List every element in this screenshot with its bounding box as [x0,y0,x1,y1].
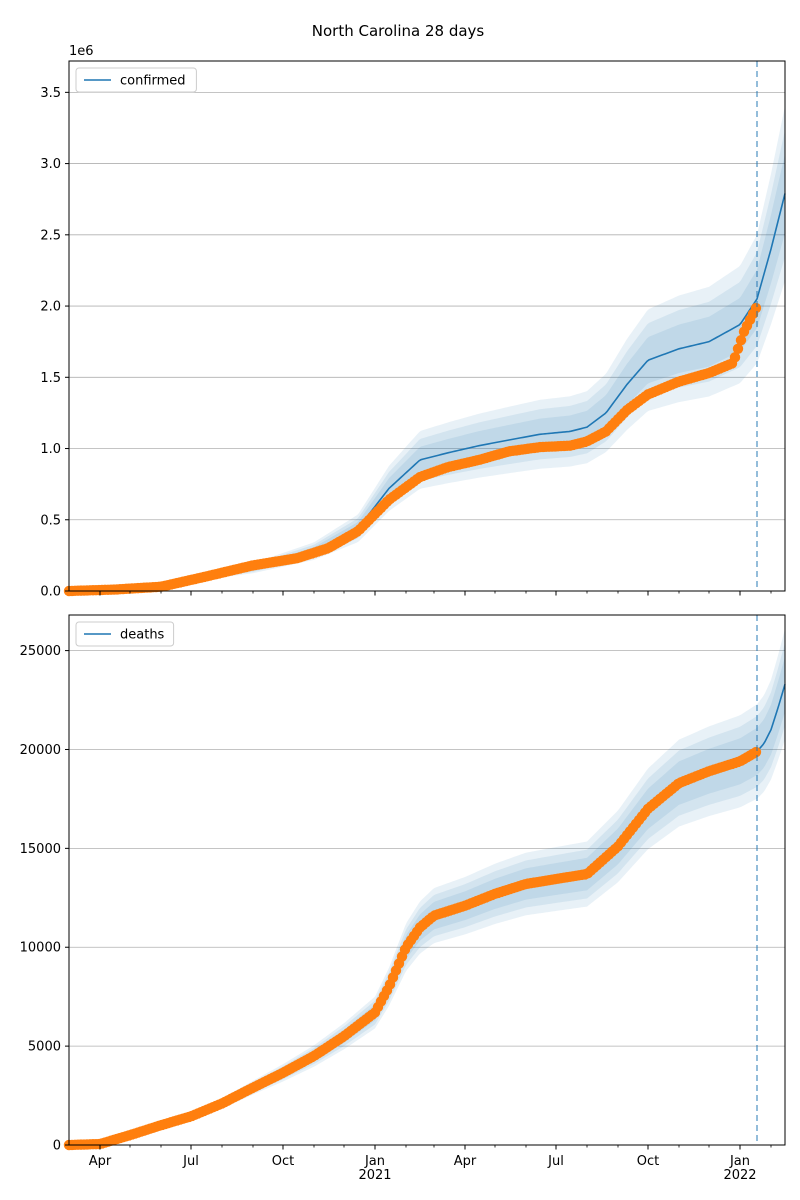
y-tick-label: 0.0 [40,585,61,600]
y-tick-label: 2.0 [40,300,61,315]
axes-frame [68,60,786,592]
observed-point [735,335,747,346]
y-tick-label: 15000 [20,842,61,857]
y-tick-label: 2.5 [40,228,61,243]
y-tick-label: 1.0 [40,442,61,457]
uncertainty-band-mid [69,129,785,591]
legend-box [75,621,175,647]
x-tick-label: Oct [637,1154,659,1169]
y-tick-label: 25000 [20,644,61,659]
x-tick-label: 2022 [723,1168,756,1183]
legend-label: deaths [120,628,165,643]
x-tick-label: 2021 [358,1168,391,1183]
legend: deaths [75,621,175,647]
observed-point [750,746,762,758]
y-tick-label: 10000 [20,941,61,956]
x-tick-label: Apr [89,1154,112,1169]
confirmed-chart: 0.0 0.5 1.0 1.5 2.0 2.5 3.0 3.5 1e6 confirmed [40,44,786,600]
x-tick-label: Jul [547,1154,564,1169]
y-tick-label: 0.5 [40,513,61,528]
figure-title: North Carolina 28 days [312,22,485,40]
uncertainty-band-inner [69,153,785,591]
y-tick-label: 5000 [28,1040,61,1055]
y-offset-label: 1e6 [69,44,94,59]
y-tick-label: 3.5 [40,86,61,101]
axes-frame [68,614,786,1146]
series-deaths-line [756,683,786,752]
legend-label: confirmed [120,74,186,89]
y-tick-label: 0 [53,1139,61,1154]
uncertainty-band-outer [69,106,785,592]
y-tick-label: 3.0 [40,157,61,172]
x-tick-label: Jan [364,1154,385,1169]
x-tick-label: Jan [729,1154,750,1169]
y-tick-label: 20000 [20,743,61,758]
observed-point [750,302,762,314]
x-tick-label: Jul [182,1154,199,1169]
legend-box [75,67,197,93]
y-tick-label: 1.5 [40,371,61,386]
legend: confirmed [75,67,197,93]
x-tick-label: Apr [454,1154,477,1169]
x-tick-label: Oct [272,1154,294,1169]
observed-point [732,343,744,354]
observed-point [729,352,741,363]
